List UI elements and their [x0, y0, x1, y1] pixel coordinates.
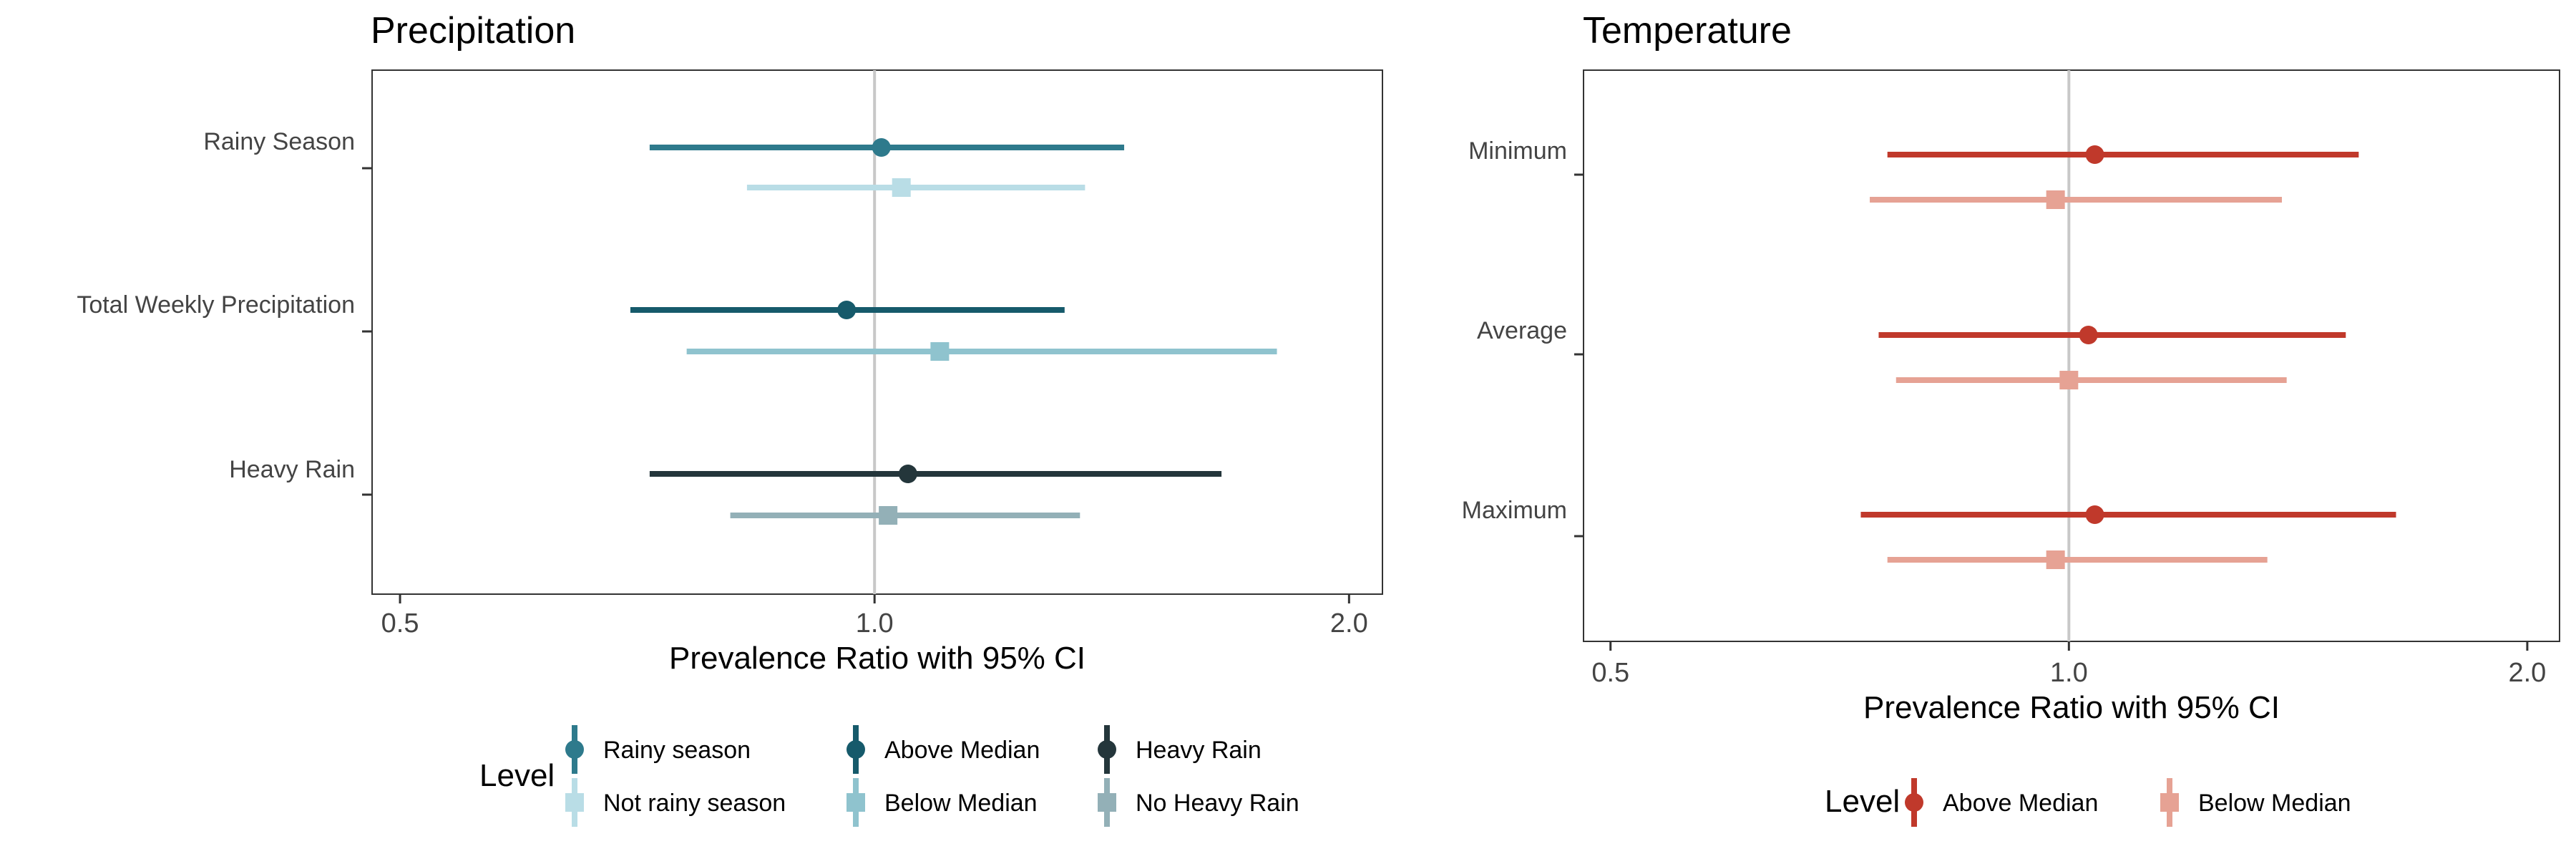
precipitation-x-tick-label-1-0: 1.0	[856, 608, 894, 639]
precipitation-legend-rainy-season-label: Rainy season	[603, 737, 751, 764]
temperature-category-label-minimum: Minimum	[1468, 137, 1567, 165]
precipitation-legend-no-heavy-rain-label: No Heavy Rain	[1136, 790, 1299, 817]
precipitation-legend-not-rainy-season-label: Not rainy season	[603, 790, 786, 817]
precipitation-legend-not-rainy-season-key-point	[565, 793, 584, 812]
precipitation-legend-title: Level	[479, 758, 555, 793]
temperature-legend-below-median-key-point	[2160, 793, 2179, 812]
temperature-category-label-maximum: Maximum	[1462, 497, 1567, 524]
precipitation-legend-above-median-key-point	[847, 740, 865, 759]
temperature-legend-above-median-label: Above Median	[1943, 790, 2098, 817]
temperature-maximum-above-median-point	[2085, 505, 2104, 524]
precipitation-x-axis-label: Prevalence Ratio with 95% CI	[669, 641, 1085, 676]
temperature-category-label-average: Average	[1477, 317, 1567, 344]
temperature-minimum-above-median-point	[2085, 145, 2104, 164]
temperature-legend: Level Above Median Below Median	[1825, 778, 2351, 827]
precipitation-x-tick-label-0-5: 0.5	[381, 608, 419, 639]
temperature-x-tick-label-1-0: 1.0	[2050, 658, 2088, 688]
temperature-x-axis-label: Prevalence Ratio with 95% CI	[1863, 690, 2280, 725]
temperature-plot-frame	[1583, 69, 2560, 642]
precipitation-chart-title: Precipitation	[371, 10, 575, 52]
precipitation-rainy-season-rainy-season-point	[872, 138, 891, 157]
precipitation-category-label-rainy-season: Rainy Season	[203, 128, 355, 155]
temperature-legend-above-median-key-point	[1905, 793, 1923, 812]
temperature-maximum-below-median-point	[2046, 550, 2065, 569]
temperature-panel: Temperature Minimum Average Maximum 0.5 1.0 2.…	[1462, 10, 2560, 827]
precipitation-legend-no-heavy-rain-key-point	[1098, 793, 1116, 812]
precipitation-legend-below-median-label: Below Median	[884, 790, 1038, 817]
precipitation-legend-rainy-season-key-point	[565, 740, 584, 759]
precipitation-panel: Precipitation Rainy Season Total Weekly Pr…	[77, 10, 1383, 827]
precipitation-heavy-rain-heavy-rain-point	[898, 465, 917, 483]
temperature-x-tick-label-0-5: 0.5	[1591, 658, 1629, 688]
temperature-legend-below-median-label: Below Median	[2198, 790, 2351, 817]
precipitation-legend-above-median-label: Above Median	[884, 737, 1040, 764]
precipitation-legend-heavy-rain-label: Heavy Rain	[1136, 737, 1262, 764]
precipitation-legend-heavy-rain-key-point	[1098, 740, 1116, 759]
temperature-average-below-median-point	[2059, 371, 2079, 389]
precipitation-category-label-total-weekly-precipitation: Total Weekly Precipitation	[77, 291, 355, 319]
precipitation-total-weekly-precipitation-below-median-point	[930, 342, 950, 361]
precipitation-legend-below-median-key-point	[847, 793, 865, 812]
precipitation-category-label-heavy-rain: Heavy Rain	[229, 456, 355, 483]
precipitation-total-weekly-precipitation-above-median-point	[837, 301, 857, 319]
temperature-average-above-median-point	[2079, 326, 2098, 344]
precipitation-plot-frame	[371, 69, 1383, 595]
temperature-legend-title: Level	[1825, 784, 1900, 819]
precipitation-legend: Level Rainy season Not rainy season Above M…	[479, 725, 1299, 827]
precipitation-rainy-season-not-rainy-season-point	[892, 178, 911, 197]
precipitation-x-tick-label-2-0: 2.0	[1330, 608, 1368, 639]
temperature-minimum-below-median-point	[2046, 190, 2065, 209]
precipitation-heavy-rain-no-heavy-rain-point	[879, 506, 898, 525]
temperature-x-tick-label-2-0: 2.0	[2508, 658, 2546, 688]
temperature-chart-title: Temperature	[1583, 10, 1792, 52]
